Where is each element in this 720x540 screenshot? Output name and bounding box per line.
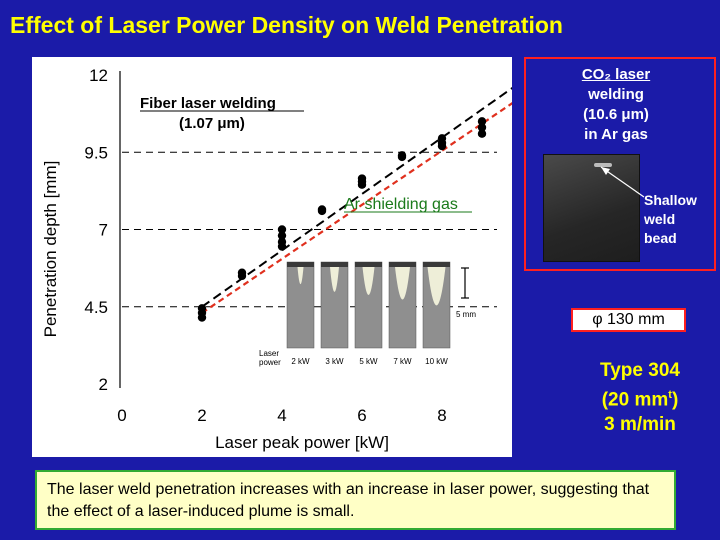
y-tick-label: 2 xyxy=(99,375,108,394)
co2-line-2: welding xyxy=(588,86,644,103)
co2-line-4: in Ar gas xyxy=(584,126,648,143)
co2-panel: CO₂ laser welding (10.6 μm) in Ar gas Sh… xyxy=(524,57,716,271)
callout-line-1: Shallow xyxy=(644,192,697,208)
y-axis-title: Penetration depth [mm] xyxy=(41,161,60,338)
slide-title: Effect of Laser Power Density on Weld Pe… xyxy=(10,12,563,38)
diameter-box: φ 130 mm xyxy=(571,308,686,332)
data-point xyxy=(437,134,447,143)
thickness-sup: t xyxy=(668,389,672,401)
shallow-bead-callout: Shallow weld bead xyxy=(644,191,697,248)
thickness-end: ) xyxy=(671,389,679,411)
fiber-laser-label-2: (1.07 μm) xyxy=(179,115,245,132)
x-tick-label: 8 xyxy=(437,406,446,425)
weld-bead xyxy=(362,267,375,295)
conclusion-box: The laser weld penetration increases wit… xyxy=(35,470,676,530)
co2-weld-bead xyxy=(594,163,612,167)
weld-bead xyxy=(330,267,339,292)
inset-power-label: 7 kW xyxy=(393,357,412,366)
inset-power-label: 3 kW xyxy=(325,357,344,366)
callout-arrow xyxy=(600,166,645,198)
x-tick-label: 6 xyxy=(357,406,366,425)
weld-top-surface xyxy=(423,262,450,267)
material-type: Type 304 xyxy=(600,360,680,381)
welding-speed: 3 m/min xyxy=(604,414,676,436)
material-conditions: Type 304 (20 mmt) 3 m/min xyxy=(565,358,715,437)
inset-power-label: 2 kW xyxy=(291,357,310,366)
ar-shielding-label: Ar shielding gas xyxy=(344,196,458,213)
co2-line-1: CO₂ laser xyxy=(581,66,651,83)
x-tick-label: 2 xyxy=(197,406,206,425)
weld-bead xyxy=(395,267,410,300)
thickness-value: (20 mm xyxy=(601,389,669,411)
scale-label: 5 mm xyxy=(456,310,476,319)
y-tick-label: 7 xyxy=(99,221,108,240)
callout-line-3: bead xyxy=(644,230,677,246)
data-point xyxy=(477,117,487,126)
inset-power-label: 10 kW xyxy=(425,357,448,366)
data-point xyxy=(477,123,487,132)
callout-line-2: weld xyxy=(644,211,676,227)
data-point xyxy=(277,225,287,234)
thickness: (20 mmt) xyxy=(565,383,715,412)
y-tick-label: 9.5 xyxy=(84,143,108,162)
y-tick-label: 4.5 xyxy=(84,298,108,317)
weld-top-surface xyxy=(355,262,382,267)
red-fit-line xyxy=(201,102,512,314)
weld-top-surface xyxy=(389,262,416,267)
weld-cross-section xyxy=(388,261,417,349)
weld-bead xyxy=(297,267,304,285)
data-point xyxy=(477,129,487,138)
inset-row-label-1: Laser xyxy=(259,349,279,358)
co2-line-3: (10.6 μm) xyxy=(583,106,649,123)
co2-description: CO₂ laser welding (10.6 μm) in Ar gas xyxy=(536,65,696,145)
x-axis-title: Laser peak power [kW] xyxy=(215,433,389,452)
inset-row-label-2: power xyxy=(259,358,281,367)
data-point xyxy=(277,237,287,247)
weld-top-surface xyxy=(321,262,348,267)
chart-panel: 2 kW 3 kW 5 kW 7 kW 10 kW Laser power 5 mm 2 4.5… xyxy=(32,57,512,457)
weld-bead xyxy=(427,267,446,306)
co2-weld-photo xyxy=(543,154,640,262)
x-tick-label: 4 xyxy=(277,406,286,425)
x-tick-label: 0 xyxy=(117,406,126,425)
inset-power-label: 5 kW xyxy=(359,357,378,366)
weld-top-surface xyxy=(287,262,314,267)
data-point xyxy=(277,231,287,240)
data-point xyxy=(317,205,327,214)
black-fit-line xyxy=(201,87,512,308)
fiber-laser-label-1: Fiber laser welding xyxy=(140,95,276,112)
data-point xyxy=(197,304,207,313)
data-point xyxy=(237,268,247,277)
data-point xyxy=(397,151,407,160)
data-point xyxy=(357,174,367,183)
y-tick-label: 12 xyxy=(89,66,108,85)
